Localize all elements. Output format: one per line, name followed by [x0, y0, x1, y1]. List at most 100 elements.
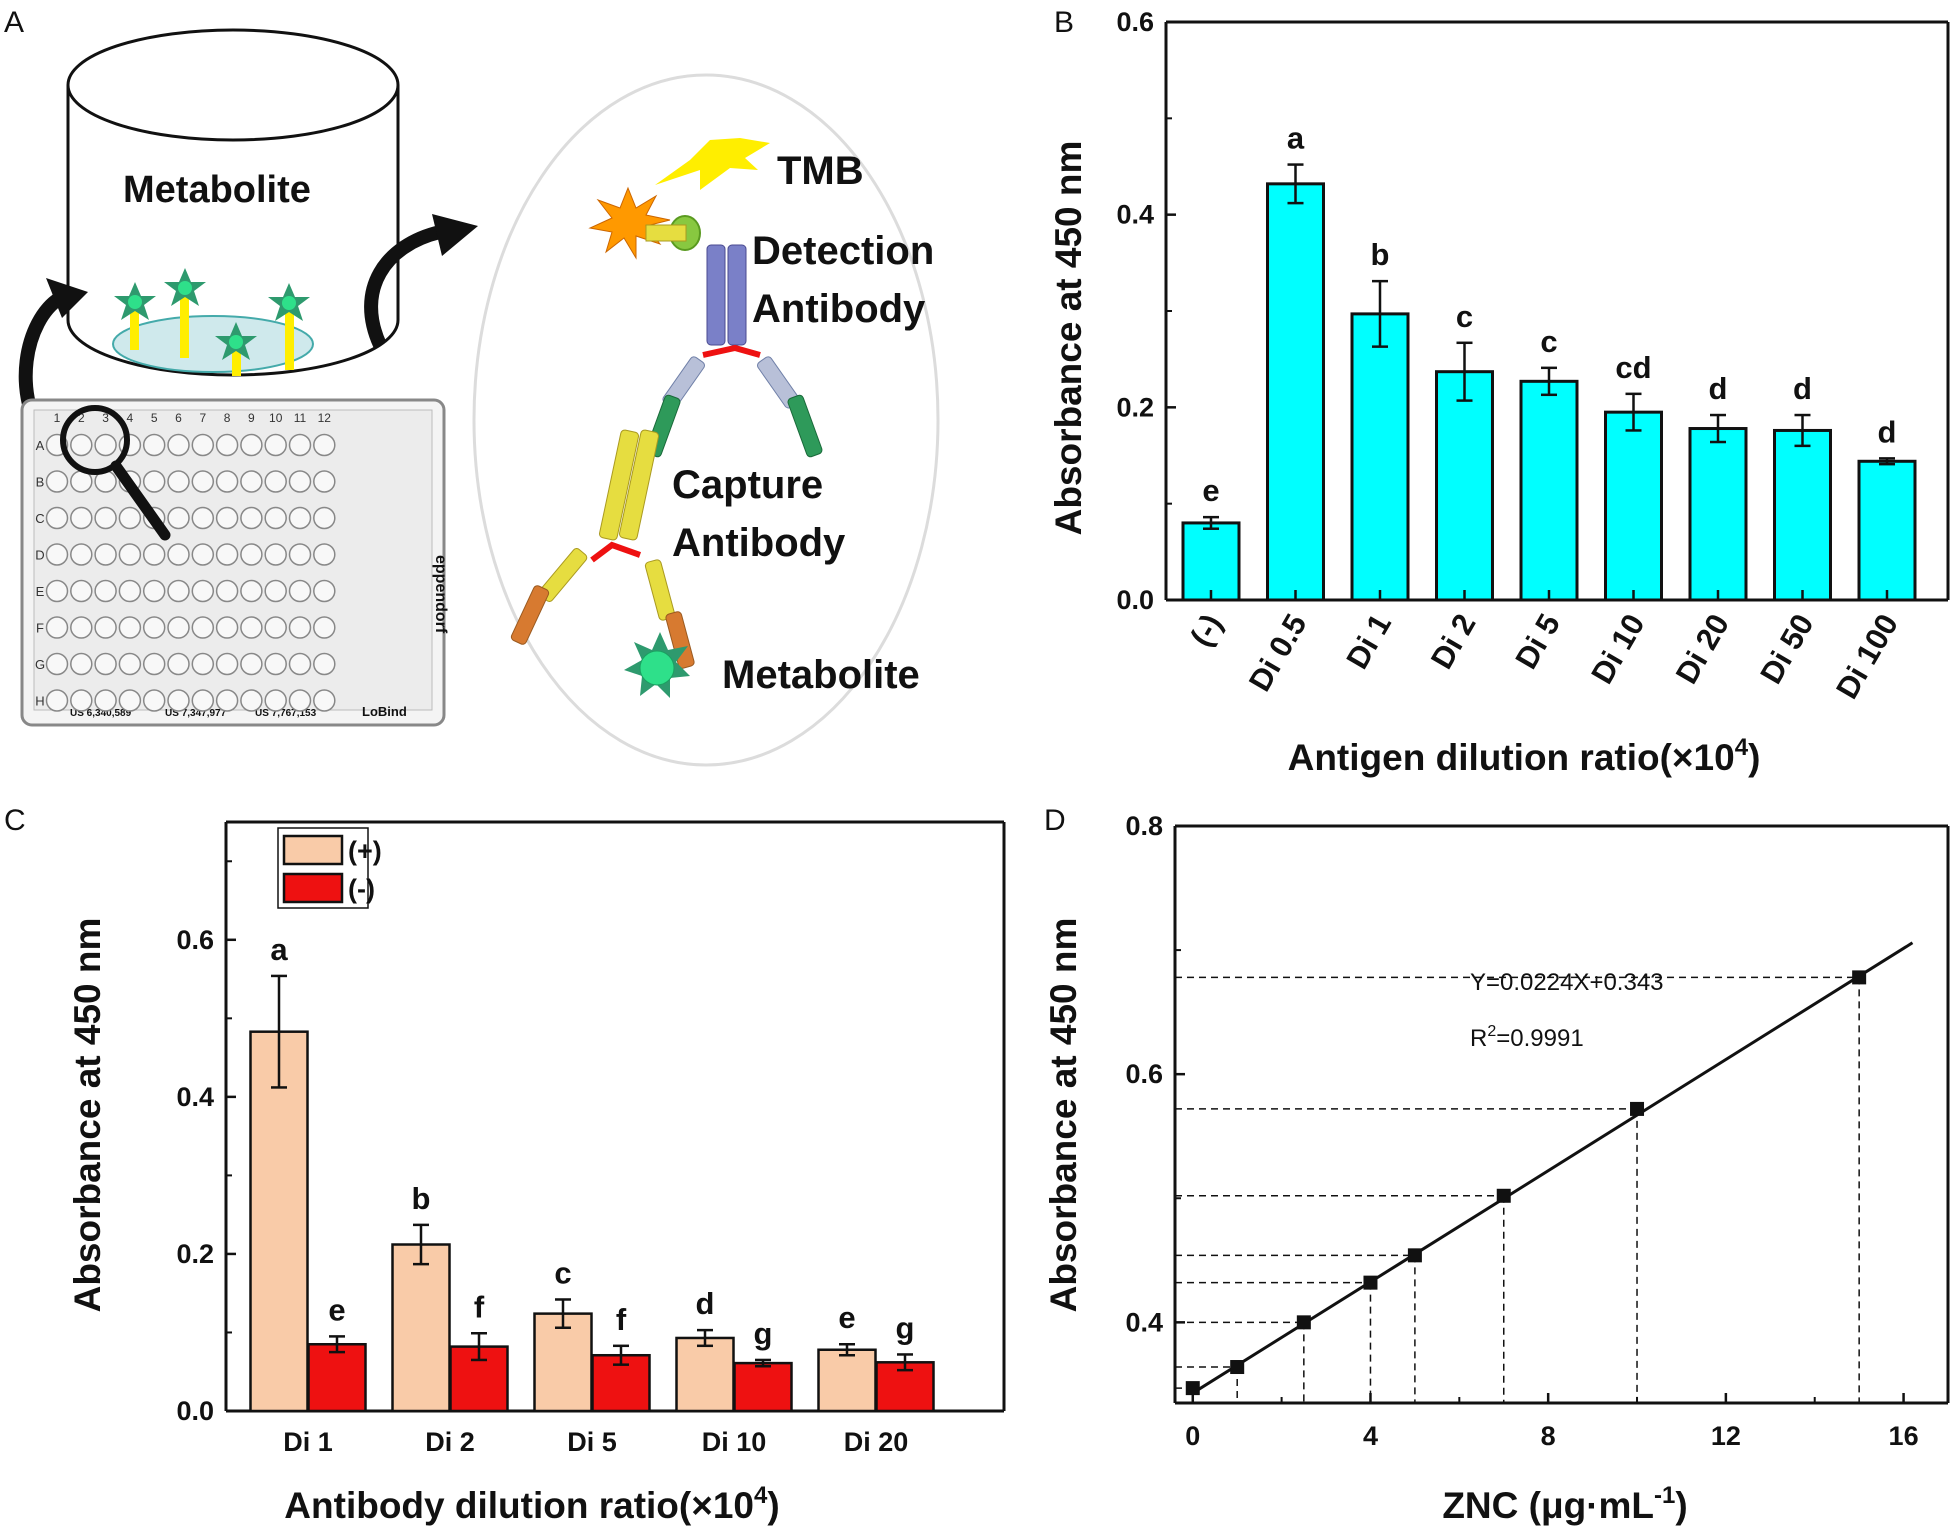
plate-well — [167, 652, 190, 676]
plate-col-label: 9 — [248, 411, 255, 425]
plate-well — [45, 689, 69, 712]
plate-well — [45, 506, 69, 530]
plate-well — [142, 616, 166, 639]
panel-c-xtick-label: Di 2 — [425, 1427, 475, 1457]
panel-c-sig-letter: c — [554, 1255, 571, 1290]
plate-well — [215, 652, 239, 676]
plate-row-label: D — [35, 548, 44, 563]
plate-well — [70, 579, 93, 603]
plate-well — [191, 579, 215, 603]
panel-c-xtick-label: Di 5 — [567, 1427, 617, 1457]
panel-b-xtick-label: Di 1 — [1339, 608, 1398, 675]
bound-metabolite-icon — [114, 268, 310, 376]
plate-well — [191, 652, 215, 676]
plate-well — [240, 470, 263, 493]
panel-d-equation: Y=0.0224X+0.343 — [1470, 969, 1664, 996]
panel-b-xtick-label: Di 2 — [1424, 608, 1483, 675]
panel-label-c: C — [4, 804, 26, 837]
panel-b-ytick-label: 0.2 — [1116, 392, 1154, 422]
panel-d-ytick-label: 0.6 — [1125, 1059, 1163, 1089]
plate-well — [240, 543, 263, 566]
plate-well — [215, 543, 239, 566]
plate-well — [264, 470, 287, 493]
panel-d-r2-exp: 2 — [1487, 1023, 1496, 1040]
panel-c-bar-pos — [249, 1030, 309, 1413]
plate-well — [167, 689, 190, 712]
plate-patent-2: US 7,347,977 — [165, 708, 227, 719]
panel-c-bar-pos — [391, 1243, 451, 1413]
legend-label-neg: (-) — [348, 874, 375, 904]
plate-well — [118, 543, 142, 566]
plate-well — [118, 579, 142, 603]
detection-label-1: Detection — [752, 229, 934, 273]
panel-d-point — [1407, 1248, 1422, 1263]
panel-b-bar — [1350, 312, 1410, 602]
panel-b-bar — [1773, 428, 1832, 602]
plate-well — [191, 543, 215, 566]
plate-well — [215, 433, 239, 457]
panel-b-xtick-label: (-) — [1183, 608, 1229, 652]
plate-well — [191, 433, 215, 457]
panel-d-ytick-label: 0.4 — [1125, 1307, 1163, 1337]
panel-d-xtick-label: 4 — [1363, 1421, 1378, 1451]
legend-swatch-pos — [282, 834, 344, 866]
plate-well — [240, 616, 263, 639]
plate-well — [288, 433, 312, 457]
plate-well — [45, 470, 69, 493]
panel-c-sig-letter: f — [474, 1289, 485, 1324]
panel-b-xlabel-end: ) — [1748, 737, 1760, 778]
panel-b-xtick-label: Di 10 — [1584, 608, 1651, 690]
panel-d-point — [1185, 1381, 1200, 1396]
panel-c-sig-letter: a — [270, 932, 288, 967]
plate-well — [70, 689, 93, 712]
microplate: eppendorf US 6,340,589 US 7,347,977 US 7… — [20, 398, 449, 727]
panel-d-fit-line — [1191, 941, 1914, 1395]
plate-well — [313, 689, 336, 712]
panel-d-point — [1496, 1188, 1511, 1203]
plate-well — [70, 506, 93, 530]
panel-b-sig-letter: d — [1878, 414, 1897, 449]
plate-well — [191, 616, 215, 639]
plate-well — [142, 433, 166, 457]
panel-c-sig-letter: b — [412, 1181, 431, 1216]
panel-a-diagram: Metabolite — [18, 28, 940, 767]
plate-row-label: E — [36, 584, 45, 599]
panel-d-plot: 0.4 0.6 0.8 0 4 8 12 16 — [1125, 811, 1950, 1451]
plate-col-label: 8 — [224, 411, 231, 425]
plate-well — [313, 579, 336, 603]
panel-c-ytick-label: 0.2 — [176, 1239, 214, 1269]
panel-b-sig-letter: c — [1540, 324, 1557, 359]
panel-c-xtick-label: Di 10 — [702, 1427, 767, 1457]
panel-c-sig-letter: g — [896, 1310, 915, 1345]
plate-col-label: 12 — [318, 411, 332, 425]
plate-well — [288, 579, 312, 603]
tmb-label: TMB — [777, 149, 864, 193]
plate-col-label: 3 — [102, 411, 109, 425]
panel-d-xtick-label: 12 — [1711, 1421, 1741, 1451]
plate-col-label: 1 — [54, 411, 61, 425]
panel-b-ytick-label: 0.4 — [1116, 200, 1154, 230]
plate-brand: eppendorf — [432, 555, 449, 634]
plate-well — [118, 616, 142, 639]
plate-well — [240, 506, 263, 530]
panel-b-bar — [1266, 182, 1325, 602]
plate-well — [142, 689, 166, 712]
panel-b-sig-letter: d — [1793, 371, 1812, 406]
capture-label-2: Antibody — [672, 521, 846, 565]
plate-col-label: 6 — [175, 411, 182, 425]
tmb-star-icon — [655, 138, 770, 190]
panel-d-xtick-label: 0 — [1185, 1421, 1200, 1451]
panel-b-ylabel: Absorbance at 450 nm — [1048, 141, 1089, 536]
plate-well — [288, 543, 312, 566]
panel-b-ytick-label: 0.6 — [1116, 7, 1154, 37]
plate-well — [313, 616, 336, 639]
panel-c-bar-neg — [733, 1361, 793, 1413]
detection-label-2: Antibody — [752, 287, 926, 331]
plate-well — [118, 506, 142, 530]
panel-b-sig-letter: e — [1202, 473, 1219, 508]
panel-d-ytick-label: 0.8 — [1125, 811, 1163, 841]
plate-well — [264, 616, 287, 639]
panel-c-xlabel-exp: 4 — [754, 1482, 768, 1509]
plate-well — [94, 616, 117, 639]
